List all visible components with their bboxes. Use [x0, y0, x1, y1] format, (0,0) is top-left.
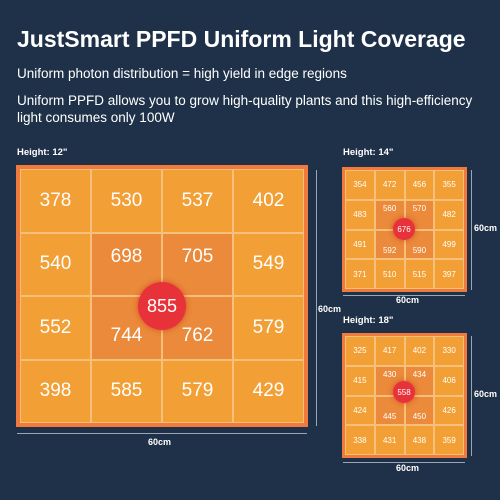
width-line-18 [343, 462, 465, 463]
ppfd-cell: 445 [374, 395, 405, 426]
width-label-18: 60cm [396, 463, 420, 473]
ppfd-grid-18: 325 417 402 330 415 430 434 406 424 445 450 426 338 4… [345, 336, 464, 455]
depth-line-14 [471, 170, 472, 290]
width-label-14: 60cm [396, 295, 420, 305]
ppfd-cell: 355 [434, 170, 464, 200]
ppfd-cell: 398 [20, 359, 91, 423]
ppfd-map-18: 325 417 402 330 415 430 434 406 424 445 450 426 338 4… [342, 333, 467, 458]
ppfd-cell: 540 [20, 232, 91, 296]
ppfd-cell: 354 [345, 170, 375, 200]
ppfd-cell: 325 [345, 336, 375, 366]
width-line-14 [343, 295, 465, 296]
ppfd-cell: 397 [434, 259, 464, 289]
ppfd-hotspot-14: 676 [393, 218, 415, 240]
ppfd-cell: 515 [404, 259, 435, 289]
ppfd-hotspot-18: 558 [393, 381, 415, 403]
ppfd-map-12: 378 530 537 402 540 698 705 549 552 744 762 579 398 5… [16, 165, 308, 427]
ppfd-cell: 549 [233, 232, 304, 296]
ppfd-cell: 472 [374, 170, 405, 200]
ppfd-cell: 338 [345, 425, 375, 455]
ppfd-cell: 406 [434, 365, 464, 396]
ppfd-hotspot-12: 855 [138, 282, 186, 330]
ppfd-map-14: 354 472 456 355 483 560 570 482 491 592 590 499 371 5… [342, 167, 467, 292]
ppfd-cell: 579 [162, 359, 233, 423]
ppfd-cell: 429 [233, 359, 304, 423]
ppfd-cell: 438 [404, 425, 435, 455]
ppfd-cell: 552 [20, 296, 91, 360]
depth-line-18 [471, 336, 472, 456]
ppfd-cell: 482 [434, 199, 464, 230]
ppfd-cell: 424 [345, 395, 375, 426]
ppfd-cell: 491 [345, 229, 375, 260]
ppfd-cell: 415 [345, 365, 375, 396]
depth-label-14: 60cm [474, 223, 498, 233]
ppfd-cell: 359 [434, 425, 464, 455]
ppfd-grid-12: 378 530 537 402 540 698 705 549 552 744 762 579 398 5… [20, 169, 304, 423]
ppfd-cell: 402 [404, 336, 435, 366]
height-18-label: Height: 18" [343, 315, 394, 326]
ppfd-cell: 378 [20, 169, 91, 233]
ppfd-cell: 456 [404, 170, 435, 200]
ppfd-cell: 426 [434, 395, 464, 426]
ppfd-cell: 417 [374, 336, 405, 366]
ppfd-cell: 530 [91, 169, 162, 233]
ppfd-cell: 371 [345, 259, 375, 289]
ppfd-cell: 579 [233, 296, 304, 360]
page-subtitle: Uniform photon distribution = high yield… [17, 66, 347, 81]
height-12-label: Height: 12" [17, 147, 68, 158]
ppfd-cell: 510 [374, 259, 405, 289]
height-14-label: Height: 14" [343, 147, 394, 158]
width-line-12 [17, 433, 307, 434]
ppfd-cell: 499 [434, 229, 464, 260]
ppfd-cell: 537 [162, 169, 233, 233]
depth-label-18: 60cm [474, 389, 498, 399]
width-label-12: 60cm [148, 437, 172, 447]
page-title: JustSmart PPFD Uniform Light Coverage [17, 26, 466, 52]
page-description: Uniform PPFD allows you to grow high-qua… [17, 93, 473, 125]
ppfd-cell: 402 [233, 169, 304, 233]
ppfd-cell: 585 [91, 359, 162, 423]
ppfd-cell: 431 [374, 425, 405, 455]
ppfd-cell: 483 [345, 199, 375, 230]
depth-label-12: 60cm [318, 304, 342, 314]
ppfd-cell: 330 [434, 336, 464, 366]
depth-line-12 [316, 170, 317, 426]
ppfd-cell: 450 [404, 395, 435, 426]
